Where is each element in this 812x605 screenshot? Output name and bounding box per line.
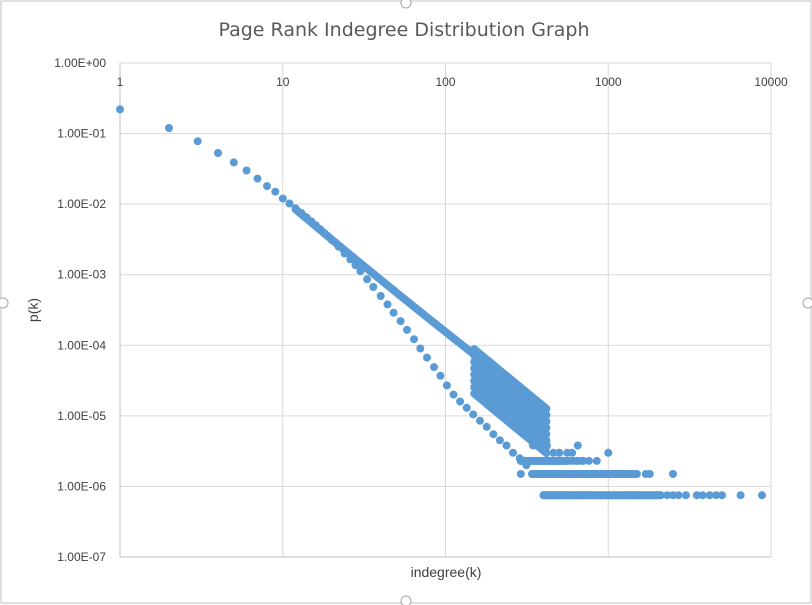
data-point [383, 300, 392, 309]
data-point [516, 470, 525, 478]
data-point [476, 416, 484, 425]
data-point [669, 491, 677, 500]
data-point [542, 442, 551, 451]
data-point [502, 441, 511, 450]
data-point [568, 448, 577, 457]
data-point [592, 456, 601, 465]
data-point [736, 491, 745, 500]
data-point [562, 456, 571, 465]
data-point [462, 403, 471, 412]
data-point [449, 390, 458, 399]
data-point [495, 436, 504, 445]
data-point [396, 317, 405, 326]
axis-labels: 1.00E+00 1.00E-01 1.00E-02 1.00E-03 1.00E-04… [54, 56, 788, 564]
data-point [584, 456, 593, 465]
data-point [416, 344, 425, 353]
selection-handle-bottom[interactable] [400, 595, 412, 605]
data-point [389, 308, 398, 317]
data-point [469, 349, 478, 358]
data-point [604, 448, 613, 457]
data-point [193, 137, 202, 146]
data-point [549, 448, 558, 457]
data-point [242, 166, 251, 175]
data-point [214, 149, 222, 157]
y-tick-label: 1.00E-05 [57, 409, 106, 423]
data-point [712, 491, 721, 500]
data-point [758, 491, 766, 500]
data-point [442, 381, 451, 390]
data-point [656, 491, 665, 500]
data-point [263, 182, 271, 191]
data-point [165, 124, 173, 132]
data-point [253, 174, 262, 183]
data-point [705, 491, 714, 500]
chart-title: Page Rank Indegree Distribution Graph [219, 19, 590, 41]
data-point [718, 491, 726, 500]
data-point [645, 470, 654, 478]
data-point [363, 275, 372, 284]
x-tick-label: 1000 [595, 75, 622, 89]
y-tick-label: 1.00E-01 [57, 127, 106, 141]
y-tick-label: 1.00E-02 [57, 197, 106, 211]
data-point [573, 441, 582, 450]
data-point [489, 430, 498, 439]
data-point [542, 404, 551, 413]
data-point [229, 158, 238, 167]
data-point [674, 491, 683, 500]
y-tick-label: 1.00E+00 [54, 56, 106, 70]
data-point [369, 283, 378, 291]
data-point [423, 353, 431, 362]
x-tick-label: 1 [117, 75, 124, 89]
x-tick-label: 10000 [754, 75, 788, 89]
data-point [403, 325, 411, 334]
x-axis-title: indegree(k) [411, 564, 482, 580]
data-point [410, 335, 418, 344]
y-tick-label: 1.00E-07 [57, 550, 106, 564]
data-point [542, 430, 551, 439]
data-point [456, 397, 465, 406]
data-point [542, 411, 551, 419]
data-point [542, 449, 551, 458]
selection-handle-left[interactable] [0, 297, 9, 309]
data-point [681, 491, 690, 500]
axes [119, 63, 771, 558]
data-point [509, 448, 517, 457]
data-point [579, 456, 587, 465]
x-tick-label: 100 [435, 75, 455, 89]
data-point [555, 448, 564, 457]
y-tick-label: 1.00E-04 [57, 338, 106, 352]
data-point [669, 470, 677, 478]
data-point [692, 491, 701, 500]
data-point [482, 422, 491, 431]
selection-handle-top[interactable] [400, 0, 412, 9]
data-points [116, 105, 766, 500]
data-point [436, 371, 445, 380]
x-tick-label: 10 [276, 75, 290, 89]
data-point [285, 199, 294, 208]
data-point [278, 194, 287, 203]
data-point [116, 105, 124, 114]
y-tick-label: 1.00E-06 [57, 479, 106, 493]
data-point [542, 417, 551, 426]
data-point [469, 410, 478, 419]
data-point [698, 491, 707, 500]
data-point [430, 363, 438, 372]
selection-handle-right[interactable] [802, 297, 812, 309]
data-point [271, 187, 280, 196]
data-point [632, 470, 641, 478]
y-axis-title: p(k) [25, 298, 41, 322]
data-point [542, 436, 551, 445]
y-tick-label: 1.00E-03 [57, 268, 106, 282]
data-point [542, 423, 551, 432]
data-point [663, 491, 672, 500]
data-point [376, 292, 385, 300]
